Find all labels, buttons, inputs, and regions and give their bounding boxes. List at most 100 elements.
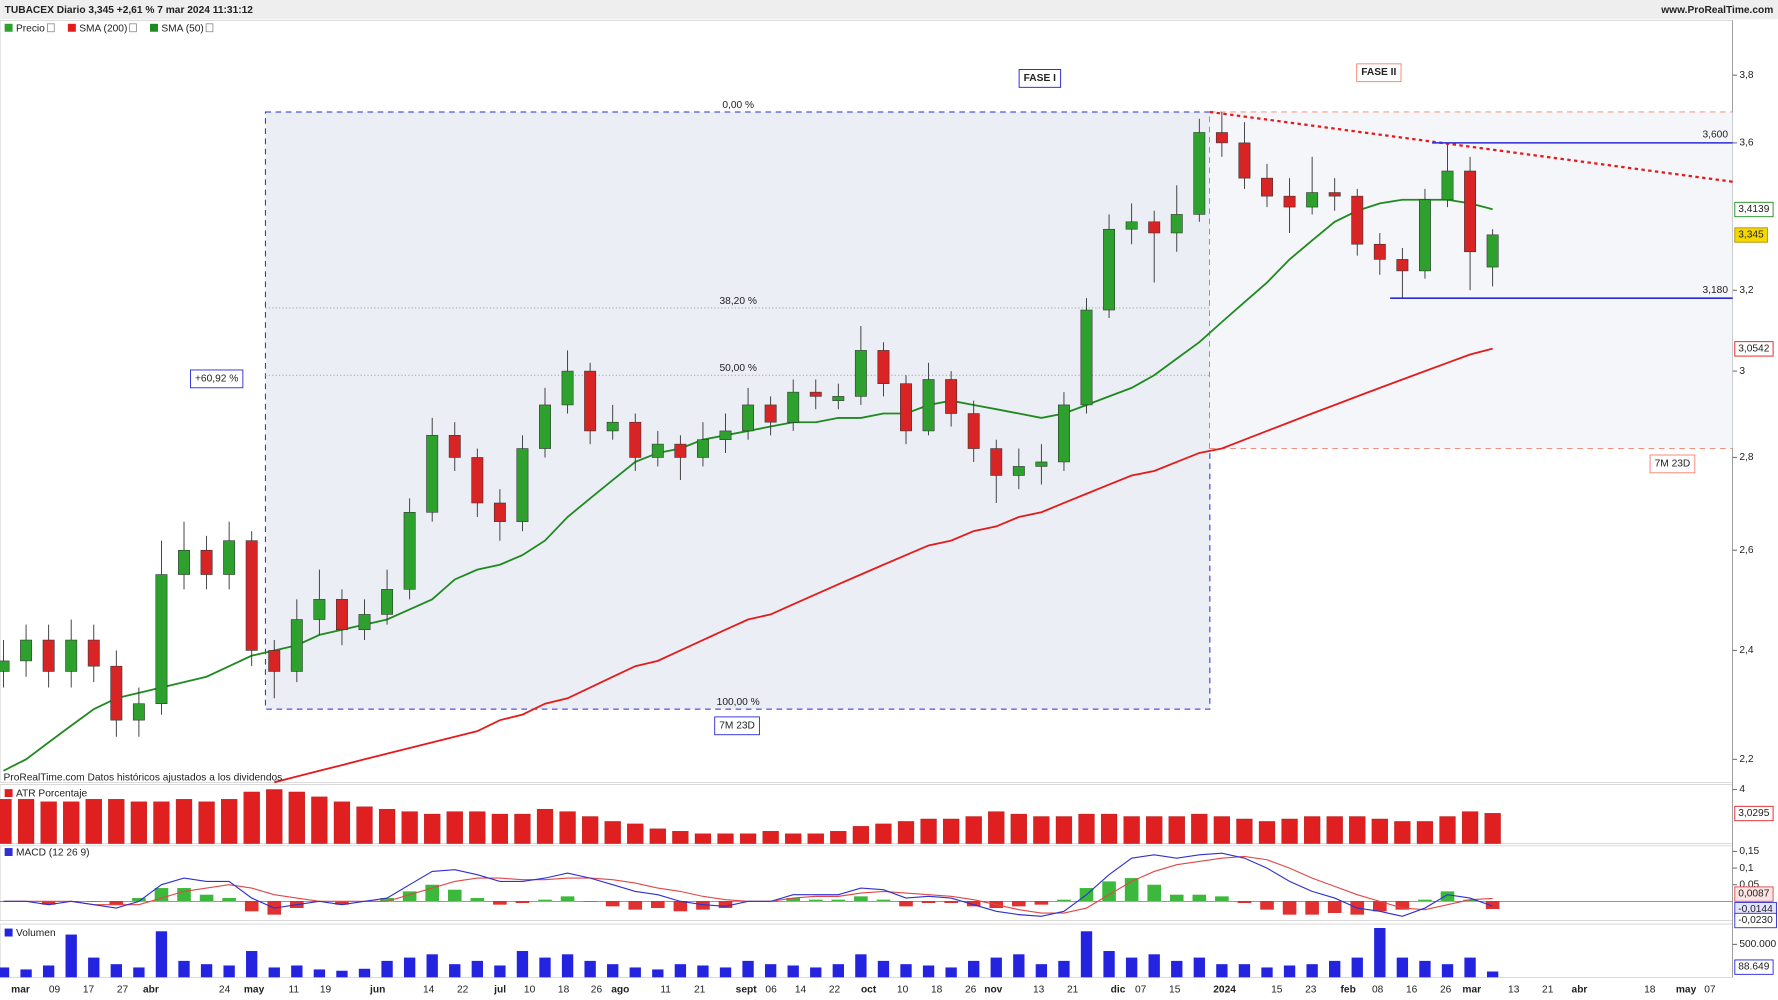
panel	[0, 845, 1733, 921]
x-tick-label: 2024	[1213, 984, 1236, 995]
atr-bar	[63, 801, 80, 844]
macd-histogram-bar	[199, 894, 214, 902]
x-tick-label: 08	[1372, 984, 1384, 995]
fib-box	[264, 111, 1211, 710]
atr-bar	[288, 791, 305, 844]
last-value-label: 3,4139	[1738, 204, 1769, 215]
candle-body	[1080, 309, 1093, 406]
x-tick-label: 11	[660, 984, 671, 995]
last-value-box	[1734, 341, 1774, 357]
atr-bar	[807, 833, 824, 844]
atr-bar	[1055, 816, 1073, 844]
x-tick-label: 23	[1305, 984, 1317, 995]
volume-bar	[178, 960, 190, 978]
y-tick-label: 3	[1739, 366, 1745, 377]
volume-bar	[1351, 957, 1363, 978]
panel-label: MACD (12 26 9)	[16, 847, 90, 858]
atr-bar	[1484, 813, 1501, 844]
atr-bar	[875, 823, 892, 844]
chart-title: TUBACEX Diario 3,345 +2,61 % 7 mar 2024 …	[5, 5, 254, 16]
x-tick-label: 14	[795, 984, 807, 995]
last-value-box	[1734, 201, 1774, 218]
candle-body	[945, 379, 958, 414]
x-tick-label: 26	[591, 984, 603, 995]
span-label-box	[714, 716, 760, 736]
y-tick-label: 3,6	[1739, 138, 1753, 149]
candle-body	[1396, 259, 1409, 272]
x-tick-label: 26	[965, 984, 977, 995]
volume-bar	[246, 951, 258, 978]
atr-bar	[514, 813, 531, 844]
y-tick-label: 2,4	[1739, 645, 1753, 656]
x-tick-label: may	[1676, 984, 1697, 995]
x-tick-label: ago	[611, 984, 629, 995]
candle-body	[877, 350, 890, 384]
macd-histogram-bar	[831, 899, 846, 902]
volume-bar	[764, 964, 777, 978]
macd-histogram-bar	[41, 901, 56, 905]
volume-bar	[1148, 954, 1160, 978]
atr-bar	[1349, 816, 1366, 844]
fib-label: 0,00 %	[722, 100, 754, 111]
phase-label: FASE II	[1361, 67, 1396, 78]
macd-histogram-bar	[132, 898, 146, 902]
last-value-label: 3,345	[1738, 230, 1764, 241]
panel-swatch	[4, 928, 13, 937]
last-value-label: -0,0144	[1738, 904, 1773, 915]
macd-histogram-bar	[244, 901, 259, 912]
atr-bar	[491, 813, 508, 844]
atr-bar	[1168, 816, 1185, 844]
y-tick-label: 3,8	[1739, 70, 1753, 81]
atr-bar	[627, 823, 644, 844]
macd-histogram-bar	[222, 898, 236, 902]
macd-histogram-bar	[876, 899, 891, 902]
macd-histogram-bar	[1305, 901, 1319, 915]
volume-bar	[1103, 951, 1115, 978]
candle-body	[651, 443, 664, 458]
macd-histogram-bar	[1440, 891, 1455, 902]
macd-histogram-bar	[651, 901, 665, 908]
candle-body	[1486, 234, 1499, 268]
atr-bar	[943, 818, 960, 844]
atr-bar	[153, 801, 170, 844]
volume-bar	[88, 957, 100, 978]
macd-histogram-bar	[380, 898, 394, 902]
volume-bar	[855, 954, 867, 978]
candle-body	[110, 665, 123, 721]
volume-bar	[1329, 960, 1341, 978]
candle-body	[403, 512, 416, 590]
last-value-box	[1734, 912, 1777, 929]
candle-body	[200, 549, 213, 575]
volume-bar	[110, 964, 122, 978]
legend-label: SMA (200)	[79, 24, 127, 35]
volume-bar	[471, 960, 483, 978]
macd-histogram-bar	[86, 901, 101, 902]
candle-body	[674, 443, 687, 458]
volume-bar	[674, 964, 687, 978]
candle-body	[584, 370, 597, 432]
candle-body	[832, 396, 845, 401]
atr-bar	[1461, 811, 1479, 844]
footnote: ProRealTime.com Datos históricos ajustad…	[4, 772, 283, 783]
candle-body	[268, 650, 281, 672]
atr-bar	[1416, 821, 1434, 844]
x-tick-label: 17	[83, 984, 95, 995]
volume-bar	[1261, 967, 1273, 978]
volume-bar	[1171, 960, 1183, 978]
atr-bar	[1236, 818, 1253, 844]
macd-histogram-bar	[1237, 901, 1252, 904]
volume-bar	[1441, 964, 1454, 978]
x-tick-label: 18	[931, 984, 943, 995]
x-tick-label: abr	[1572, 984, 1588, 995]
atr-bar	[694, 833, 712, 844]
y-tick-label: 0,15	[1739, 846, 1759, 857]
volume-bar	[1080, 931, 1093, 978]
x-tick-label: 10	[524, 984, 536, 995]
x-tick-label: jun	[369, 984, 385, 995]
candle-body	[1057, 404, 1070, 463]
volume-bar	[990, 957, 1002, 978]
candle-body	[1418, 199, 1431, 272]
candle-body	[1170, 214, 1183, 234]
y-tick-label: 2,2	[1739, 754, 1753, 765]
